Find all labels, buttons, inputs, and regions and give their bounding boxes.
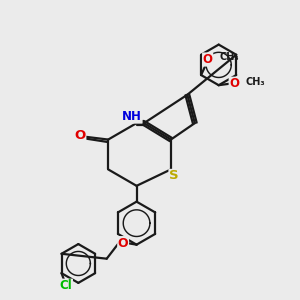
Text: Cl: Cl <box>60 279 72 292</box>
Text: O: O <box>74 129 86 142</box>
Text: NH: NH <box>122 110 142 123</box>
Text: O: O <box>203 53 213 66</box>
Text: S: S <box>169 169 179 182</box>
Text: CH₃: CH₃ <box>219 52 239 62</box>
Text: CH₃: CH₃ <box>246 77 265 87</box>
Text: O: O <box>118 237 128 250</box>
Text: O: O <box>229 77 239 90</box>
